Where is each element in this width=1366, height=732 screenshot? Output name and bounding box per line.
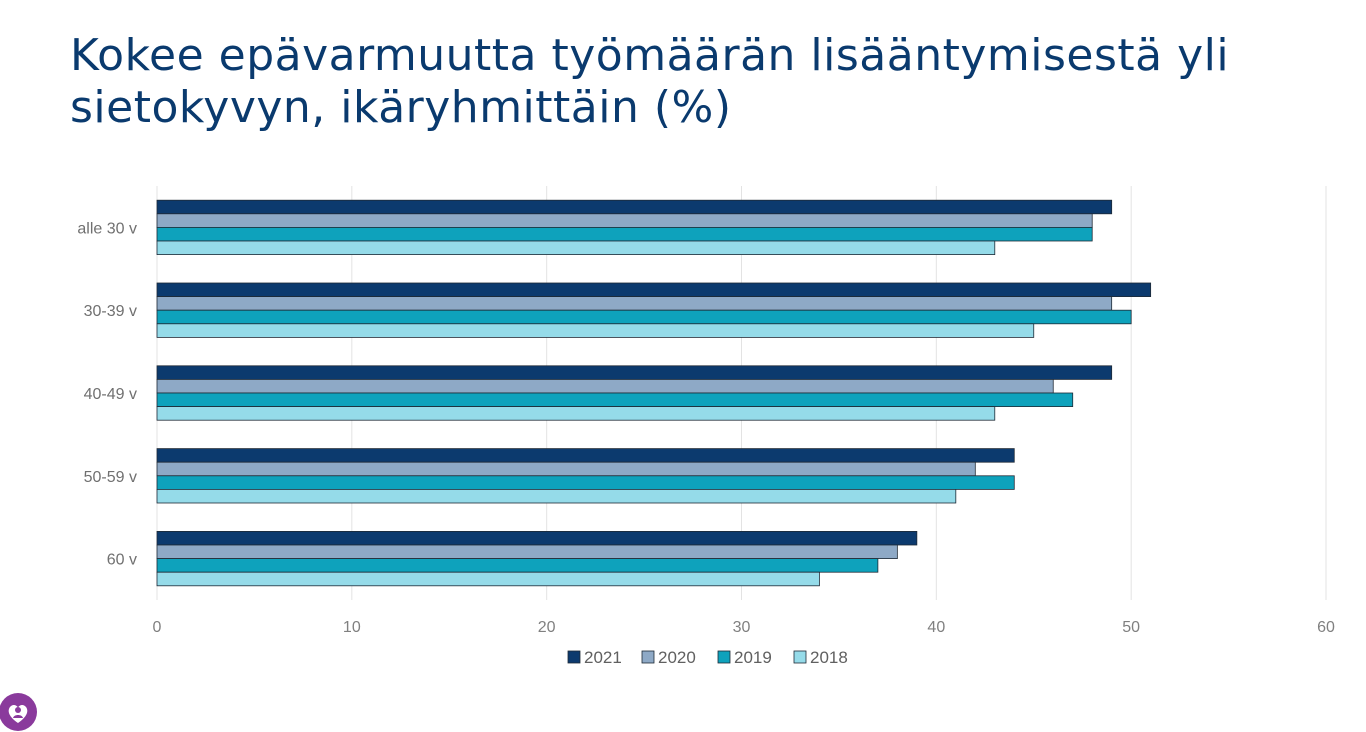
bar-2020-3 — [156, 461, 976, 477]
x-tick-label: 60 — [1317, 619, 1335, 636]
legend-swatch — [717, 650, 731, 664]
legend-item-2021[interactable]: 2021 — [567, 648, 622, 667]
legend-item-2019[interactable]: 2019 — [717, 648, 772, 667]
bar-2020-0 — [156, 213, 1093, 228]
legend-label: 2021 — [584, 648, 622, 667]
bar-2019-1 — [156, 309, 1132, 325]
category-label: 50-59 v — [84, 469, 137, 486]
legend[interactable]: 2021 2020 2019 2018 — [567, 648, 848, 667]
bar-2021-2 — [156, 365, 1113, 380]
bar-2018-3 — [156, 488, 957, 504]
page-title: Kokee epävarmuutta työmäärän lisääntymis… — [70, 30, 1230, 133]
bar-2021-1 — [156, 282, 1152, 298]
heart-person-icon — [0, 693, 37, 731]
x-tick-label: 40 — [927, 619, 945, 636]
bar-2021-4 — [156, 531, 918, 546]
legend-label: 2019 — [734, 648, 772, 667]
category-label: 60 v — [107, 552, 137, 569]
bar-2021-3 — [156, 448, 1015, 463]
x-tick-label: 0 — [153, 619, 162, 636]
bar-2020-2 — [156, 378, 1054, 394]
bar-2020-1 — [156, 296, 1113, 311]
x-tick-label: 10 — [343, 619, 361, 636]
legend-swatch — [567, 650, 581, 664]
legend-swatch — [793, 650, 807, 664]
legend-item-2018[interactable]: 2018 — [793, 648, 848, 667]
legend-swatch — [641, 650, 655, 664]
category-label: 40-49 v — [84, 386, 137, 403]
bar-2018-0 — [156, 240, 996, 256]
x-tick-label: 50 — [1122, 619, 1140, 636]
category-label: alle 30 v — [77, 220, 137, 237]
bar-2019-3 — [156, 475, 1015, 490]
legend-label: 2020 — [658, 648, 696, 667]
bar-2018-1 — [156, 323, 1035, 338]
x-tick-labels: 0 10 20 30 40 50 60 — [153, 619, 1335, 636]
category-label: 30-39 v — [84, 303, 137, 320]
legend-label: 2018 — [810, 648, 848, 667]
bar-2019-4 — [156, 558, 879, 573]
bars — [156, 199, 1152, 587]
legend-item-2020[interactable]: 2020 — [641, 648, 696, 667]
bar-2020-4 — [156, 544, 898, 560]
category-labels: alle 30 v 30-39 v 40-49 v 50-59 v 60 v — [77, 220, 137, 568]
x-tick-label: 20 — [538, 619, 556, 636]
bar-2019-2 — [156, 392, 1074, 408]
bar-2018-2 — [156, 406, 996, 421]
x-tick-label: 30 — [733, 619, 751, 636]
bar-2019-0 — [156, 226, 1093, 242]
bar-2018-4 — [156, 571, 820, 587]
bar-2021-0 — [156, 199, 1113, 215]
